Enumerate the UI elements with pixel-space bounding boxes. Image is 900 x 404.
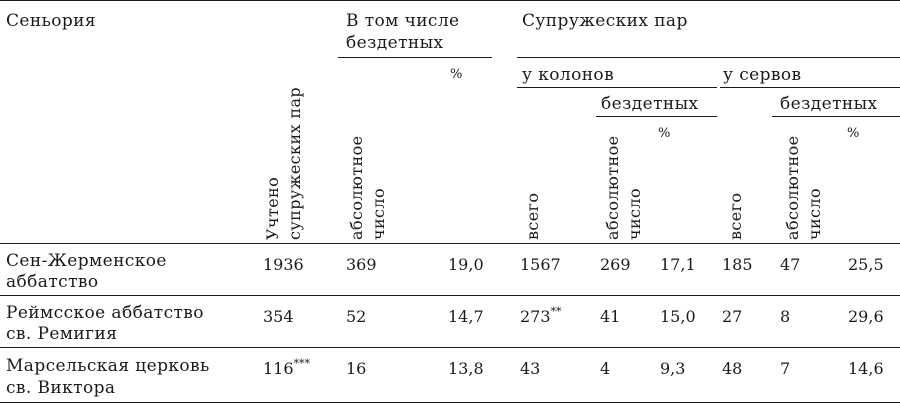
- footnote-marker: **: [550, 305, 562, 318]
- coloni-childless-absolute: 41: [600, 307, 621, 326]
- serfs-total: 27: [722, 307, 743, 326]
- footnote-marker: ***: [293, 357, 311, 370]
- childless-absolute: 369: [346, 255, 377, 274]
- childless-absolute: 16: [346, 359, 367, 378]
- header-coloni-childless: бездетных: [601, 94, 699, 114]
- header-percent-serfs: %: [847, 126, 860, 141]
- row-separator-1: [0, 295, 900, 296]
- header-serfs-total: всего: [726, 192, 745, 240]
- header-seigneury: Сеньория: [6, 11, 97, 31]
- rule-under-coloni-childless: [596, 116, 717, 117]
- header-coloni-absolute-line2: число: [625, 188, 644, 240]
- header-at-serfs: у сервов: [723, 65, 802, 85]
- header-childless-absolute-line1: абсолютное: [347, 135, 366, 240]
- coloni-childless-absolute: 269: [600, 255, 631, 274]
- header-serfs-absolute-line2: число: [805, 188, 824, 240]
- serfs-total: 48: [722, 359, 743, 378]
- counted-couples: 116***: [263, 358, 310, 380]
- header-counted-line2: супружеских пар: [285, 86, 304, 240]
- childless-percent: 13,8: [448, 359, 484, 378]
- serfs-childless-absolute: 7: [780, 359, 791, 378]
- header-percent-coloni: %: [658, 126, 671, 141]
- header-childless-absolute-line2: число: [369, 188, 388, 240]
- serfs-total: 185: [722, 255, 753, 274]
- serfs-childless-absolute: 8: [780, 307, 791, 326]
- counted-couples-value: 116: [263, 359, 294, 378]
- header-including-childless-line2: бездетных: [346, 33, 444, 53]
- header-bottom-rule: [0, 243, 900, 244]
- coloni-total: 273**: [520, 306, 562, 328]
- counted-couples: 354: [263, 307, 294, 326]
- serfs-childless-percent: 29,6: [848, 307, 884, 326]
- coloni-childless-percent: 9,3: [660, 359, 686, 378]
- rule-under-serfs: [720, 87, 900, 88]
- rule-under-couples-header: [517, 57, 900, 58]
- rule-under-childless-header: [338, 57, 492, 58]
- header-coloni-absolute-line1: абсолютное: [603, 135, 622, 240]
- childless-absolute: 52: [346, 307, 367, 326]
- header-at-coloni: у колонов: [522, 65, 615, 85]
- seigneury-name-line1: Марсельская церковь: [6, 356, 210, 376]
- row-separator-2: [0, 347, 900, 348]
- header-married-couples: Супружеских пар: [522, 11, 688, 31]
- seigneury-name-line2: св. Ремигия: [6, 324, 118, 344]
- rule-under-serfs-childless: [772, 116, 900, 117]
- coloni-total: 43: [520, 359, 541, 378]
- serfs-childless-absolute: 47: [780, 255, 801, 274]
- header-serfs-absolute-line1: абсолютное: [783, 135, 802, 240]
- header-including-childless-line1: В том числе: [346, 11, 460, 31]
- header-counted-line1: Учтено: [263, 176, 282, 240]
- childless-percent: 14,7: [448, 307, 484, 326]
- coloni-childless-absolute: 4: [600, 359, 611, 378]
- header-serfs-childless: бездетных: [780, 94, 878, 114]
- seigneury-name-line2: св. Виктора: [6, 378, 116, 398]
- rule-under-coloni: [517, 87, 717, 88]
- serfs-childless-percent: 25,5: [848, 255, 884, 274]
- seigneury-name-line2: аббатство: [6, 272, 99, 292]
- coloni-total-value: 273: [520, 307, 551, 326]
- childless-percent: 19,0: [448, 255, 484, 274]
- bottom-rule: [0, 402, 900, 403]
- serfs-childless-percent: 14,6: [848, 359, 884, 378]
- seigneury-name-line1: Сен-Жерменское: [6, 251, 167, 271]
- counted-couples: 1936: [263, 255, 304, 274]
- coloni-total: 1567: [520, 255, 561, 274]
- seigneury-name-line1: Реймсское аббатство: [6, 303, 204, 323]
- coloni-childless-percent: 17,1: [660, 255, 696, 274]
- top-rule: [0, 0, 900, 1]
- coloni-childless-percent: 15,0: [660, 307, 696, 326]
- header-coloni-total: всего: [523, 192, 542, 240]
- header-percent-childless: %: [450, 67, 463, 82]
